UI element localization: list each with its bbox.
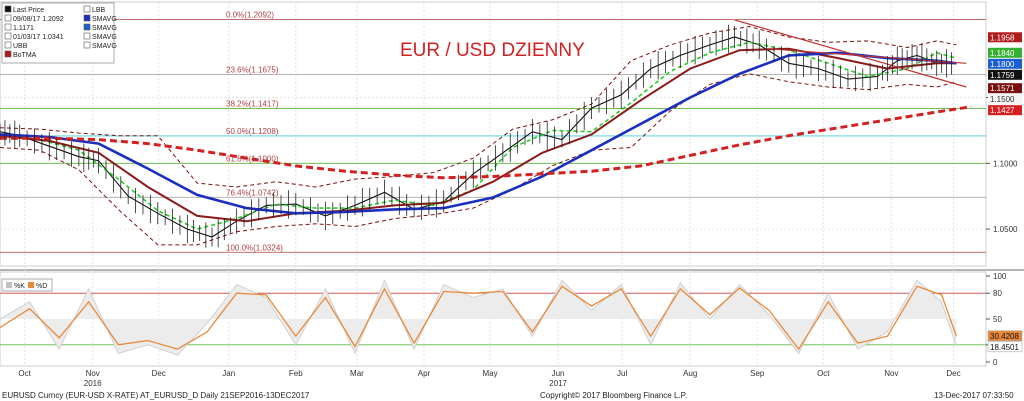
fib-label: 0.0%(1.2092) [226,11,274,20]
footer-source: EURUSD Curncy (EUR-USD X-RATE) AT_EURUSD… [2,391,310,400]
osc-legend-label: %K [14,283,25,290]
series-bb_upper [0,25,957,188]
year-label: 2016 [84,379,102,388]
legend-box [1,2,115,64]
series-stoch_d [0,285,958,351]
osc-tick-label: 50 [993,315,1002,324]
x-tick-label: May [482,369,497,378]
osc-tag-text: 18.4501 [990,343,1019,352]
price-tag [988,58,1022,69]
y-tick-label: 1.0500 [993,225,1018,234]
osc-tag [987,341,1023,353]
price-tag [988,105,1022,116]
x-tick-label: Jul [617,369,627,378]
price-tag-text: 1.1571 [990,84,1015,93]
x-tick-label: Jan [222,369,235,378]
high-marker-icon [4,14,12,22]
series-trend [734,19,967,88]
price-tag [988,94,1022,105]
year-label: 2017 [549,379,567,388]
osc-legend-box [1,278,53,292]
price-tag [988,83,1022,94]
legend: Last Price 09/08/17 1.2092 1.1171 01/03/17 … [1,2,117,292]
legend-label: BoTMA [13,52,37,59]
fib-label: 100.0%(1.0324) [226,243,283,252]
close-marker-icon [4,23,12,31]
legend-label: SMAVG [92,43,117,50]
fib-label: 50.0%(1.1208) [226,127,279,136]
osc-tag-text: 30.4208 [990,332,1019,341]
low-marker-icon [4,32,12,40]
series-trend [769,48,967,64]
legend-label: 01/03/17 1.0341 [13,34,64,41]
price-tag [988,69,1022,80]
osc-tick-label: 80 [993,289,1002,298]
band-icon [83,41,91,49]
legend-label: SMAVG [92,34,117,41]
main-panel-frame [0,1,987,267]
x-tick-label: Feb [289,369,303,378]
chart-title: EUR / USD DZIENNY [400,40,585,61]
legend-label: UBB [13,43,28,50]
x-tick-label: Oct [817,369,830,378]
price-labels: 1.1958 1.1840 1.1800 1.1759 1.1571 1.1500 1.14… [987,32,1023,353]
x-tick-label: Mar [350,369,364,378]
x-tick-label: Dec [152,369,166,378]
square-icon [83,23,91,31]
price-tag-text: 1.1427 [990,106,1015,115]
series-bb_lower [0,73,957,246]
price-tag-text: 1.1759 [990,71,1015,80]
osc-tick-label: 0 [993,358,998,367]
price-tag-text: 1.1840 [990,49,1015,58]
band-icon [83,32,91,40]
price-tag-text: 1.1500 [990,95,1015,104]
legend-label: 09/08/17 1.2092 [13,16,64,23]
fib-label: 23.6%(1.1675) [226,66,279,75]
price-tag [988,47,1022,58]
x-tick-label: Nov [86,369,100,378]
square-icon [28,282,34,288]
oscillator-panel [0,279,986,356]
band-icon [4,41,12,49]
legend-label: Last Price [13,7,44,14]
x-tick-label: Jun [552,369,565,378]
legend-label: 1.1171 [13,25,34,32]
osc-legend-label: %D [36,283,47,290]
x-tick-label: Sep [750,369,765,378]
square-icon [83,14,91,22]
series-stoch_k [0,279,957,356]
series-sma_mid [0,47,957,223]
series-sma_long [0,51,957,215]
price-tag [988,32,1022,43]
osc-tick-label: 100 [993,272,1007,281]
series-sma_200 [0,105,972,180]
x-tick-label: Apr [418,369,431,378]
band-icon [83,5,91,13]
series-sma_short [0,41,957,230]
x-tick-label: Nov [884,369,898,378]
price-tag-text: 1.1800 [990,60,1015,69]
x-tick-label: Aug [683,369,697,378]
price-series [0,19,972,248]
axes: Oct Nov Dec Jan Feb Mar Apr May Jun Jul Aug Sep Oct N… [18,94,1018,388]
stoch-k-area [0,280,957,356]
legend-label: SMAVG [92,16,117,23]
footer-copyright: Copyright© 2017 Bloomberg Finance L.P. [540,391,687,400]
legend-label: LBB [92,7,106,14]
y-tick-label: 1.1000 [993,159,1018,168]
legend-label: SMAVG [92,25,117,32]
square-icon [4,50,12,58]
square-icon [6,282,12,288]
price-tag-text: 1.1958 [990,33,1015,42]
x-tick-label: Dec [946,369,960,378]
footer-timestamp: 13-Dec-2017 07:33:50 [934,391,1014,400]
fib-label: 76.4%(1.0742) [226,188,279,197]
x-tick-label: Oct [18,369,31,378]
fib-label: 38.2%(1.1417) [226,99,279,108]
candle-icon [4,5,12,13]
osc-tag [987,330,1023,342]
